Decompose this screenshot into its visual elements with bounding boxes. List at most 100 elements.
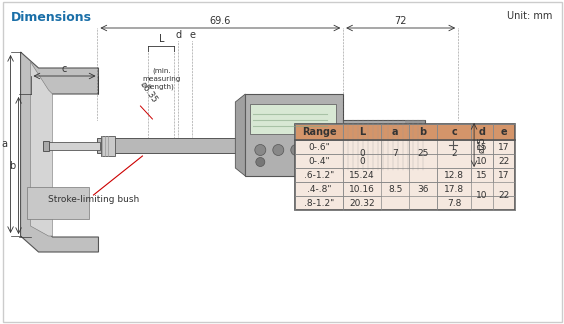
Bar	[296, 140, 343, 154]
Text: 7: 7	[393, 149, 398, 158]
Text: 15: 15	[477, 170, 488, 179]
Text: 36: 36	[417, 184, 429, 193]
Text: 2: 2	[451, 149, 457, 158]
Bar	[493, 168, 515, 182]
Bar	[343, 140, 381, 154]
Text: .6-1.2": .6-1.2"	[304, 170, 334, 179]
Polygon shape	[235, 94, 245, 176]
Text: .8-1.2": .8-1.2"	[304, 199, 334, 207]
Text: e: e	[190, 30, 195, 40]
Bar	[471, 196, 493, 210]
Text: Range: Range	[302, 127, 337, 137]
Text: 22: 22	[499, 191, 510, 201]
Text: a: a	[2, 139, 7, 149]
Bar	[102, 136, 116, 156]
Bar	[381, 154, 409, 168]
Bar	[98, 138, 245, 153]
Circle shape	[291, 145, 302, 156]
Bar	[409, 124, 437, 140]
Bar	[42, 141, 49, 151]
Circle shape	[255, 145, 266, 156]
Bar	[27, 187, 90, 219]
Text: .4-.8": .4-.8"	[307, 184, 332, 193]
Bar	[343, 196, 381, 210]
Bar	[343, 124, 381, 140]
Bar	[471, 182, 493, 196]
Bar	[409, 182, 437, 196]
Bar	[493, 182, 515, 196]
Text: Stroke-limiting bush: Stroke-limiting bush	[48, 195, 139, 204]
Text: L: L	[158, 34, 164, 44]
Text: 7.8: 7.8	[447, 199, 461, 207]
Circle shape	[256, 157, 265, 167]
Text: 69.6: 69.6	[210, 16, 231, 26]
Bar	[493, 182, 515, 210]
Text: 0: 0	[359, 149, 365, 158]
Bar	[409, 196, 437, 210]
Bar	[343, 120, 425, 170]
Bar	[437, 196, 471, 210]
Text: 72: 72	[394, 16, 407, 26]
Text: 0-.4": 0-.4"	[309, 156, 330, 166]
Bar	[343, 140, 381, 168]
Bar	[437, 168, 471, 182]
Bar	[437, 124, 471, 140]
Bar	[241, 136, 252, 156]
Bar	[409, 168, 437, 210]
Bar	[296, 154, 343, 168]
Text: (min.
measuring
length): (min. measuring length)	[142, 68, 180, 90]
Bar	[381, 140, 409, 154]
Bar	[437, 140, 471, 168]
Bar	[381, 168, 409, 182]
Text: L: L	[359, 127, 365, 137]
Bar	[381, 124, 409, 140]
Text: 12.8: 12.8	[444, 170, 464, 179]
Text: 0: 0	[359, 156, 365, 166]
Text: 15.24: 15.24	[349, 170, 375, 179]
Bar	[343, 154, 381, 168]
Bar	[381, 182, 409, 196]
Bar	[471, 182, 493, 210]
Text: 25: 25	[417, 149, 429, 158]
Text: 22: 22	[499, 156, 510, 166]
Text: a: a	[392, 127, 398, 137]
Text: 15: 15	[477, 143, 488, 152]
Bar	[45, 142, 100, 150]
Text: ø25: ø25	[477, 136, 486, 154]
Bar	[296, 124, 343, 140]
Bar	[296, 124, 515, 210]
Bar	[409, 154, 437, 168]
Text: 10: 10	[477, 191, 488, 201]
Bar	[493, 196, 515, 210]
Text: e: e	[501, 127, 508, 137]
Text: 0-.6": 0-.6"	[309, 143, 330, 152]
Polygon shape	[30, 62, 52, 236]
Text: c: c	[451, 127, 457, 137]
Bar	[425, 129, 458, 161]
Text: 17.8: 17.8	[444, 184, 464, 193]
Bar	[381, 196, 409, 210]
Bar	[381, 168, 409, 210]
Bar	[409, 140, 437, 154]
Text: 20.32: 20.32	[349, 199, 375, 207]
Text: b: b	[420, 127, 427, 137]
Text: 17: 17	[499, 170, 510, 179]
Text: Dimensions: Dimensions	[11, 11, 91, 24]
Bar	[343, 168, 381, 182]
Bar	[471, 154, 493, 168]
Bar	[471, 168, 493, 182]
Text: 10: 10	[477, 156, 488, 166]
Bar	[471, 140, 493, 154]
Bar	[449, 134, 458, 156]
Bar	[437, 154, 471, 168]
Bar	[471, 124, 493, 140]
Bar	[409, 140, 437, 168]
Bar	[245, 94, 343, 176]
Polygon shape	[20, 52, 99, 252]
Bar	[296, 168, 343, 182]
Text: 10.16: 10.16	[349, 184, 375, 193]
Bar	[381, 140, 409, 168]
Bar	[405, 120, 425, 170]
Bar	[493, 154, 515, 168]
Text: d: d	[175, 30, 182, 40]
